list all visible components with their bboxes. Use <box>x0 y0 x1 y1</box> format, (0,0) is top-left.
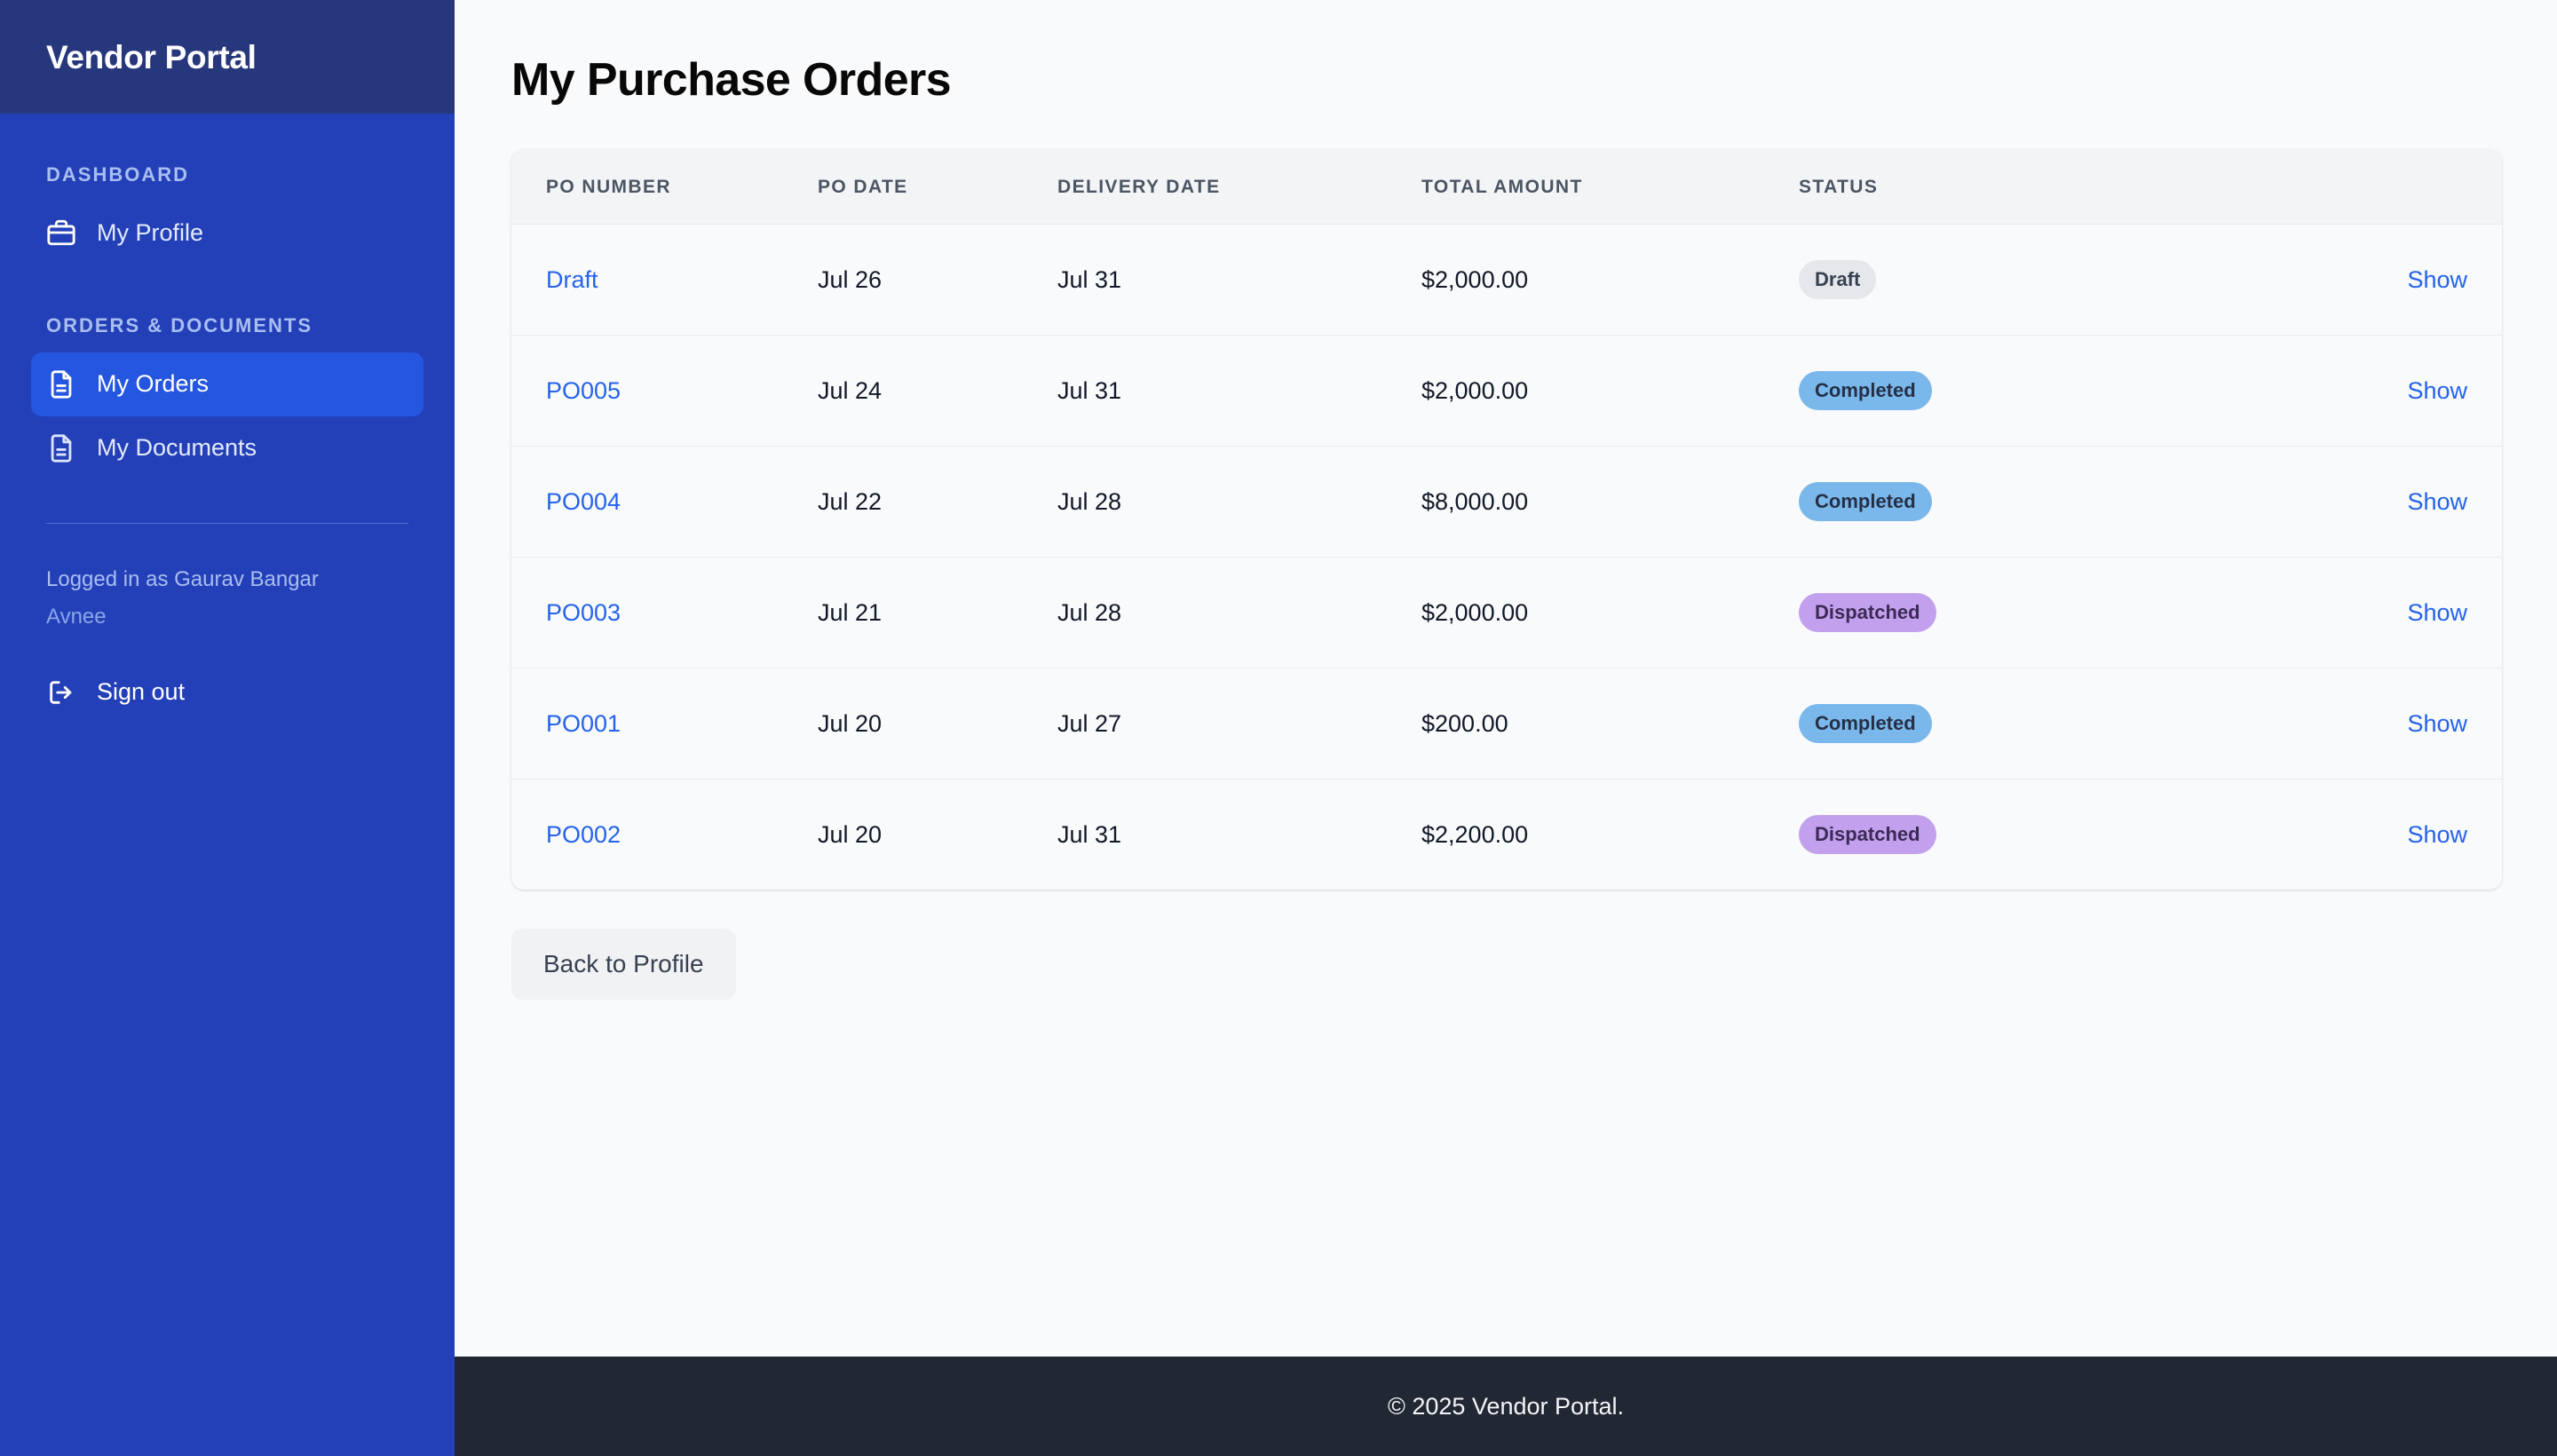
show-link[interactable]: Show <box>2407 599 2467 627</box>
table-header: PO NUMBER PO DATE DELIVERY DATE TOTAL AM… <box>511 149 2502 225</box>
table-row: PO005 Jul 24 Jul 31 $2,000.00 Completed Show <box>511 335 2502 447</box>
table-row: PO003 Jul 21 Jul 28 $2,000.00 Dispatched Show <box>511 557 2502 669</box>
sidebar: Vendor Portal DASHBOARD My Profile ORDER… <box>0 0 455 1456</box>
cell-po-date: Jul 24 <box>818 335 1057 447</box>
document-icon <box>46 369 76 400</box>
cell-po-number: Draft <box>511 224 818 336</box>
status-badge: Completed <box>1799 704 1932 744</box>
cell-actions: Show <box>2243 224 2502 336</box>
cell-status: Completed <box>1799 335 2243 447</box>
column-header-actions <box>2243 149 2502 225</box>
sign-out-button[interactable]: Sign out <box>31 668 424 717</box>
sign-out-label: Sign out <box>97 678 186 706</box>
cell-actions: Show <box>2243 668 2502 779</box>
footer: © 2025 Vendor Portal. <box>455 1357 2557 1456</box>
cell-po-number: PO004 <box>511 446 818 558</box>
status-badge: Completed <box>1799 482 1932 522</box>
brand-title: Vendor Portal <box>46 38 257 75</box>
table-row: PO001 Jul 20 Jul 27 $200.00 Completed Show <box>511 668 2502 779</box>
column-header-delivery-date: DELIVERY DATE <box>1057 149 1421 225</box>
column-header-status: STATUS <box>1799 149 2243 225</box>
cell-delivery-date: Jul 31 <box>1057 224 1421 336</box>
cell-total-amount: $2,000.00 <box>1421 335 1799 447</box>
sidebar-item-label-my-documents: My Documents <box>97 434 257 462</box>
cell-actions: Show <box>2243 335 2502 447</box>
cell-status: Dispatched <box>1799 557 2243 669</box>
cell-po-date: Jul 22 <box>818 446 1057 558</box>
cell-po-number: PO002 <box>511 779 818 890</box>
table-row: PO002 Jul 20 Jul 31 $2,200.00 Dispatched Show <box>511 779 2502 890</box>
status-badge: Draft <box>1799 260 1877 300</box>
cell-actions: Show <box>2243 557 2502 669</box>
cell-po-number: PO003 <box>511 557 818 669</box>
column-header-total-amount: TOTAL AMOUNT <box>1421 149 1799 225</box>
cell-delivery-date: Jul 28 <box>1057 557 1421 669</box>
organization-name: Avnee <box>46 604 107 629</box>
cell-po-date: Jul 20 <box>818 779 1057 890</box>
po-number-link[interactable]: PO003 <box>546 599 621 627</box>
table-body: Draft Jul 26 Jul 31 $2,000.00 Draft Show PO005… <box>511 224 2502 890</box>
sidebar-item-my-profile[interactable]: My Profile <box>31 201 424 265</box>
cell-delivery-date: Jul 31 <box>1057 779 1421 890</box>
po-number-link[interactable]: Draft <box>546 266 598 294</box>
cell-delivery-date: Jul 31 <box>1057 335 1421 447</box>
document-icon <box>46 433 76 463</box>
sidebar-nav: DASHBOARD My Profile ORDERS & DOCUMENTS <box>0 114 455 1456</box>
main-wrapper: My Purchase Orders PO NUMBER PO DATE DEL… <box>455 0 2557 1456</box>
logout-icon <box>46 677 76 708</box>
show-link[interactable]: Show <box>2407 710 2467 738</box>
purchase-orders-table: PO NUMBER PO DATE DELIVERY DATE TOTAL AM… <box>511 149 2502 890</box>
table-row: Draft Jul 26 Jul 31 $2,000.00 Draft Show <box>511 224 2502 336</box>
cell-actions: Show <box>2243 446 2502 558</box>
sidebar-item-my-orders[interactable]: My Orders <box>31 352 424 416</box>
cell-delivery-date: Jul 28 <box>1057 446 1421 558</box>
po-number-link[interactable]: PO001 <box>546 710 621 738</box>
po-number-link[interactable]: PO002 <box>546 821 621 849</box>
cell-total-amount: $2,200.00 <box>1421 779 1799 890</box>
cell-status: Completed <box>1799 668 2243 779</box>
show-link[interactable]: Show <box>2407 266 2467 294</box>
cell-total-amount: $2,000.00 <box>1421 224 1799 336</box>
cell-status: Draft <box>1799 224 2243 336</box>
cell-actions: Show <box>2243 779 2502 890</box>
logged-in-as-text: Logged in as Gaurav Bangar <box>46 566 319 591</box>
sidebar-header: Vendor Portal <box>0 0 455 114</box>
sidebar-item-label-my-profile: My Profile <box>97 218 204 246</box>
briefcase-icon <box>46 218 76 248</box>
po-number-link[interactable]: PO005 <box>546 377 621 405</box>
footer-copyright: © 2025 Vendor Portal. <box>1387 1392 1625 1420</box>
sidebar-item-label-my-orders: My Orders <box>97 370 210 398</box>
status-badge: Dispatched <box>1799 593 1936 633</box>
column-header-po-date: PO DATE <box>818 149 1057 225</box>
cell-po-number: PO001 <box>511 668 818 779</box>
status-badge: Completed <box>1799 371 1932 411</box>
table-row: PO004 Jul 22 Jul 28 $8,000.00 Completed Show <box>511 446 2502 558</box>
cell-po-number: PO005 <box>511 335 818 447</box>
show-link[interactable]: Show <box>2407 488 2467 516</box>
column-header-po-number: PO NUMBER <box>511 149 818 225</box>
sidebar-section-label-dashboard: DASHBOARD <box>46 163 189 186</box>
page-title: My Purchase Orders <box>511 54 952 106</box>
cell-total-amount: $8,000.00 <box>1421 446 1799 558</box>
purchase-orders-card: PO NUMBER PO DATE DELIVERY DATE TOTAL AM… <box>511 149 2502 890</box>
sidebar-section-label-orders-documents: ORDERS & DOCUMENTS <box>46 314 313 337</box>
table-header-row: PO NUMBER PO DATE DELIVERY DATE TOTAL AM… <box>511 149 2502 225</box>
main-content: My Purchase Orders PO NUMBER PO DATE DEL… <box>455 0 2557 1357</box>
sidebar-divider <box>46 522 408 524</box>
cell-delivery-date: Jul 27 <box>1057 668 1421 779</box>
show-link[interactable]: Show <box>2407 821 2467 849</box>
cell-status: Dispatched <box>1799 779 2243 890</box>
cell-status: Completed <box>1799 446 2243 558</box>
cell-total-amount: $2,000.00 <box>1421 557 1799 669</box>
back-to-profile-button[interactable]: Back to Profile <box>511 929 736 1001</box>
show-link[interactable]: Show <box>2407 377 2467 405</box>
sidebar-item-my-documents[interactable]: My Documents <box>31 416 424 480</box>
cell-po-date: Jul 26 <box>818 224 1057 336</box>
cell-total-amount: $200.00 <box>1421 668 1799 779</box>
status-badge: Dispatched <box>1799 815 1936 855</box>
cell-po-date: Jul 21 <box>818 557 1057 669</box>
po-number-link[interactable]: PO004 <box>546 488 621 516</box>
cell-po-date: Jul 20 <box>818 668 1057 779</box>
